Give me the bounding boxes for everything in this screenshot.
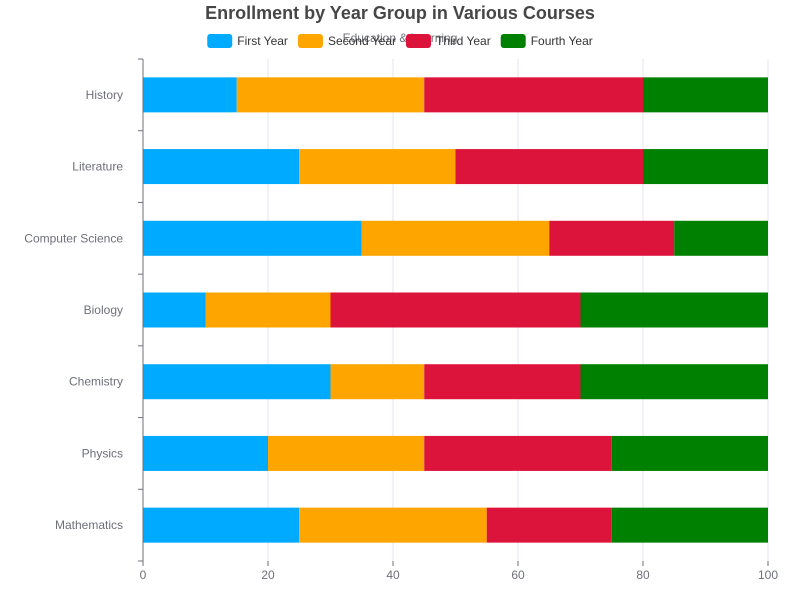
bar-segment[interactable]: [549, 220, 675, 256]
bar-segment[interactable]: [143, 149, 300, 185]
bar-segment[interactable]: [580, 292, 769, 328]
x-tick-label: 80: [636, 568, 650, 582]
bar-segment[interactable]: [143, 292, 206, 328]
legend-label: First Year: [237, 34, 288, 48]
legend-swatch: [406, 34, 432, 48]
bar-segment[interactable]: [486, 507, 612, 543]
bar-segment[interactable]: [424, 364, 581, 400]
legend[interactable]: First Year Second Year Third Year Fourth Ye…: [207, 34, 593, 48]
x-tick-label: 40: [386, 568, 400, 582]
chart-title: Enrollment by Year Group in Various Cour…: [205, 3, 595, 23]
x-tick-label: 0: [140, 568, 147, 582]
x-tick-label: 100: [758, 568, 778, 582]
bar-segment[interactable]: [143, 77, 237, 113]
bar-segment[interactable]: [268, 435, 425, 471]
y-tick-label: Mathematics: [55, 518, 123, 532]
bar-segment[interactable]: [143, 364, 331, 400]
legend-swatch: [500, 34, 526, 48]
y-tick-label: Biology: [84, 303, 123, 317]
legend-item[interactable]: First Year: [207, 34, 288, 48]
y-tick-label: Literature: [72, 160, 123, 174]
bar-segment[interactable]: [143, 220, 362, 256]
legend-swatch: [207, 34, 233, 48]
bar-segment[interactable]: [143, 507, 300, 543]
legend-item[interactable]: Third Year: [406, 34, 491, 48]
bar-segment[interactable]: [580, 364, 769, 400]
y-tick-label: Chemistry: [69, 375, 123, 389]
bar-segment[interactable]: [424, 77, 643, 113]
bar-segment[interactable]: [330, 292, 581, 328]
y-tick-label: History: [86, 88, 123, 102]
legend-label: Third Year: [436, 34, 491, 48]
bar-segment[interactable]: [643, 77, 768, 113]
y-tick-label: Computer Science: [24, 231, 123, 245]
bar-segment[interactable]: [299, 507, 487, 543]
x-tick-label: 60: [511, 568, 525, 582]
bar-segment[interactable]: [299, 149, 456, 185]
legend-item[interactable]: Second Year: [297, 34, 396, 48]
axes: Mathematics Physics Chemistry Biology Comput…: [24, 58, 778, 582]
bar-segment[interactable]: [674, 220, 768, 256]
bar-segment[interactable]: [611, 435, 768, 471]
bar-segment[interactable]: [455, 149, 644, 185]
legend-label: Fourth Year: [531, 34, 593, 48]
legend-item[interactable]: Fourth Year: [500, 34, 593, 48]
x-tick-label: 20: [261, 568, 275, 582]
bar-segment[interactable]: [330, 364, 425, 400]
bar-segment[interactable]: [611, 507, 768, 543]
bar-segment[interactable]: [236, 77, 425, 113]
legend-label: Second Year: [328, 34, 396, 48]
y-tick-label: Physics: [82, 446, 123, 460]
bar-segment[interactable]: [643, 149, 768, 185]
legend-swatch: [297, 34, 323, 48]
bars: [143, 77, 769, 543]
bar-segment[interactable]: [205, 292, 331, 328]
bar-segment[interactable]: [143, 435, 268, 471]
bar-segment[interactable]: [361, 220, 550, 256]
bar-segment[interactable]: [424, 435, 612, 471]
